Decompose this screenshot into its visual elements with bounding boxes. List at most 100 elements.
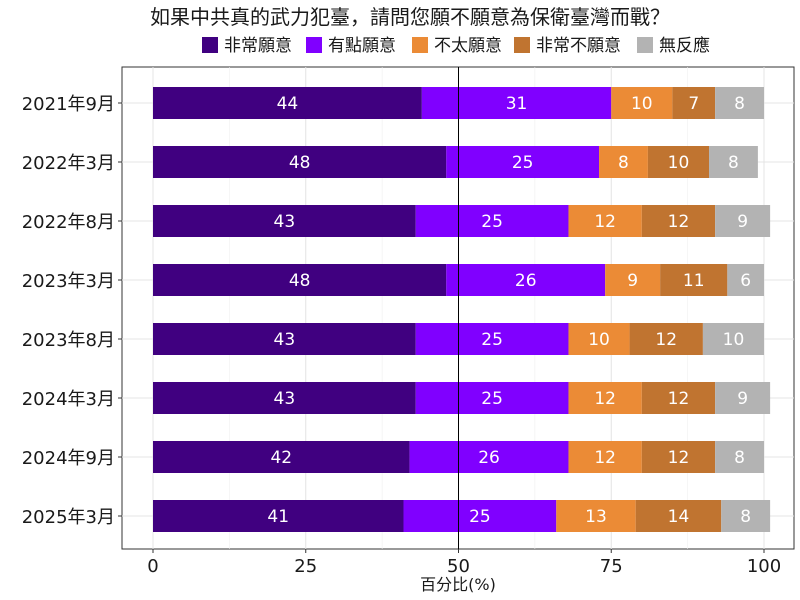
bar-value-label-2-1: 48 bbox=[289, 153, 311, 173]
bar-value-label-3-1: 43 bbox=[274, 212, 296, 232]
legend-swatch-4 bbox=[514, 37, 530, 53]
legend-swatch-2 bbox=[306, 37, 322, 53]
bar-segment-8-5 bbox=[721, 500, 771, 532]
bar-value-label-2-3: 8 bbox=[618, 153, 629, 173]
x-tick-label-1: 0 bbox=[147, 556, 158, 577]
bar-value-label-2-4: 10 bbox=[668, 153, 690, 173]
bar-segment-3-5 bbox=[715, 205, 771, 237]
bar-segment-8-1 bbox=[153, 500, 404, 532]
bar-value-label-7-2: 26 bbox=[478, 448, 500, 468]
bar-segment-6-3 bbox=[568, 382, 642, 414]
x-tick-label-3: 50 bbox=[447, 556, 470, 577]
bars bbox=[153, 87, 771, 532]
bar-segment-7-4 bbox=[641, 441, 716, 473]
legend-label-5: 無反應 bbox=[659, 35, 710, 56]
bar-segment-7-1 bbox=[153, 441, 410, 473]
bar-value-label-1-1: 44 bbox=[277, 94, 299, 114]
legend: 非常願意 有點願意 不太願意 非常不願意 無反應 bbox=[202, 35, 710, 56]
bar-segment-3-1 bbox=[153, 205, 416, 237]
bar-segment-2-2 bbox=[446, 146, 600, 178]
bar-value-label-6-5: 9 bbox=[737, 389, 748, 409]
legend-label-3: 不太願意 bbox=[434, 36, 502, 56]
bar-value-label-4-3: 9 bbox=[627, 271, 638, 291]
bar-segment-7-2 bbox=[409, 441, 569, 473]
y-tick-label-1: 2021年9月 bbox=[22, 94, 115, 115]
bar-value-label-5-5: 10 bbox=[723, 330, 745, 350]
bar-value-label-6-3: 12 bbox=[594, 389, 616, 409]
bar-segment-1-4 bbox=[672, 87, 716, 119]
bar-value-label-7-1: 42 bbox=[270, 448, 292, 468]
bar-value-label-3-2: 25 bbox=[481, 212, 503, 232]
bar-segment-1-1 bbox=[153, 87, 422, 119]
bar-segment-3-3 bbox=[568, 205, 642, 237]
bar-segment-4-4 bbox=[660, 264, 728, 296]
bar-value-label-4-5: 6 bbox=[740, 271, 751, 291]
bar-segment-8-4 bbox=[635, 500, 722, 532]
bar-value-label-8-2: 25 bbox=[469, 507, 491, 527]
chart-title: 如果中共真的武力犯臺，請問您願不願意為保衛臺灣而戰？ bbox=[150, 5, 670, 29]
bar-value-label-4-4: 11 bbox=[683, 271, 705, 291]
x-tick-label-4: 75 bbox=[600, 556, 623, 577]
x-axis-title: 百分比(%) bbox=[420, 575, 496, 594]
x-axis: 0 25 50 75 100 bbox=[147, 549, 781, 577]
bar-value-label-7-4: 12 bbox=[668, 448, 690, 468]
bar-segment-4-5 bbox=[727, 264, 764, 296]
bar-value-label-4-2: 26 bbox=[515, 271, 537, 291]
bar-segment-6-5 bbox=[715, 382, 771, 414]
bar-segment-3-2 bbox=[415, 205, 569, 237]
bar-segment-2-1 bbox=[153, 146, 447, 178]
bar-value-label-8-1: 41 bbox=[267, 507, 289, 527]
bar-value-label-6-4: 12 bbox=[668, 389, 690, 409]
legend-label-1: 非常願意 bbox=[224, 36, 292, 56]
bar-value-label-2-2: 25 bbox=[512, 153, 534, 173]
bar-value-label-6-1: 43 bbox=[274, 389, 296, 409]
y-tick-label-6: 2024年3月 bbox=[22, 389, 115, 410]
bar-segment-5-2 bbox=[415, 323, 569, 355]
bar-value-label-5-3: 10 bbox=[588, 330, 610, 350]
bar-value-label-5-1: 43 bbox=[274, 330, 296, 350]
bar-segment-7-5 bbox=[715, 441, 764, 473]
bar-segment-3-4 bbox=[641, 205, 716, 237]
bar-value-label-7-5: 8 bbox=[734, 448, 745, 468]
bar-value-label-1-5: 8 bbox=[734, 94, 745, 114]
bar-labels: 44 31 10 7 8 48 25 8 10 8 43 25 12 12 9 48 26 9 11 6 43 25 10 1… bbox=[267, 94, 751, 527]
bar-value-label-3-3: 12 bbox=[594, 212, 616, 232]
bar-segment-4-1 bbox=[153, 264, 447, 296]
legend-label-4: 非常不願意 bbox=[536, 36, 621, 56]
y-tick-label-7: 2024年9月 bbox=[22, 448, 115, 469]
bar-value-label-8-5: 8 bbox=[740, 507, 751, 527]
bar-segment-2-3 bbox=[599, 146, 648, 178]
legend-swatch-1 bbox=[202, 37, 218, 53]
legend-swatch-5 bbox=[637, 37, 653, 53]
bar-value-label-3-5: 9 bbox=[737, 212, 748, 232]
bar-segment-5-5 bbox=[702, 323, 764, 355]
y-tick-label-4: 2023年3月 bbox=[22, 271, 115, 292]
bar-segment-6-2 bbox=[415, 382, 569, 414]
bar-value-label-3-4: 12 bbox=[668, 212, 690, 232]
legend-label-2: 有點願意 bbox=[328, 36, 396, 56]
bar-value-label-8-3: 13 bbox=[585, 507, 607, 527]
x-tick-label-2: 25 bbox=[294, 556, 317, 577]
bar-segment-1-2 bbox=[421, 87, 612, 119]
bar-value-label-2-5: 8 bbox=[728, 153, 739, 173]
bar-segment-2-4 bbox=[647, 146, 710, 178]
bar-value-label-1-2: 31 bbox=[506, 94, 528, 114]
bar-segment-1-3 bbox=[611, 87, 673, 119]
bar-value-label-1-3: 10 bbox=[631, 94, 653, 114]
bar-segment-6-1 bbox=[153, 382, 416, 414]
bar-value-label-5-2: 25 bbox=[481, 330, 503, 350]
bar-segment-6-4 bbox=[641, 382, 716, 414]
bar-value-label-1-4: 7 bbox=[688, 94, 699, 114]
bar-segment-8-3 bbox=[556, 500, 636, 532]
y-tick-label-8: 2025年3月 bbox=[22, 507, 115, 528]
bar-segment-1-5 bbox=[715, 87, 764, 119]
bar-segment-5-4 bbox=[629, 323, 703, 355]
bar-value-label-4-1: 48 bbox=[289, 271, 311, 291]
x-tick-label-5: 100 bbox=[747, 556, 781, 577]
y-axis: 2021年9月 2022年3月 2022年8月 2023年3月 2023年8月 2024年… bbox=[22, 94, 122, 528]
bar-segment-2-5 bbox=[709, 146, 758, 178]
legend-swatch-3 bbox=[412, 37, 428, 53]
bar-segment-5-3 bbox=[568, 323, 630, 355]
bar-value-label-8-4: 14 bbox=[668, 507, 690, 527]
